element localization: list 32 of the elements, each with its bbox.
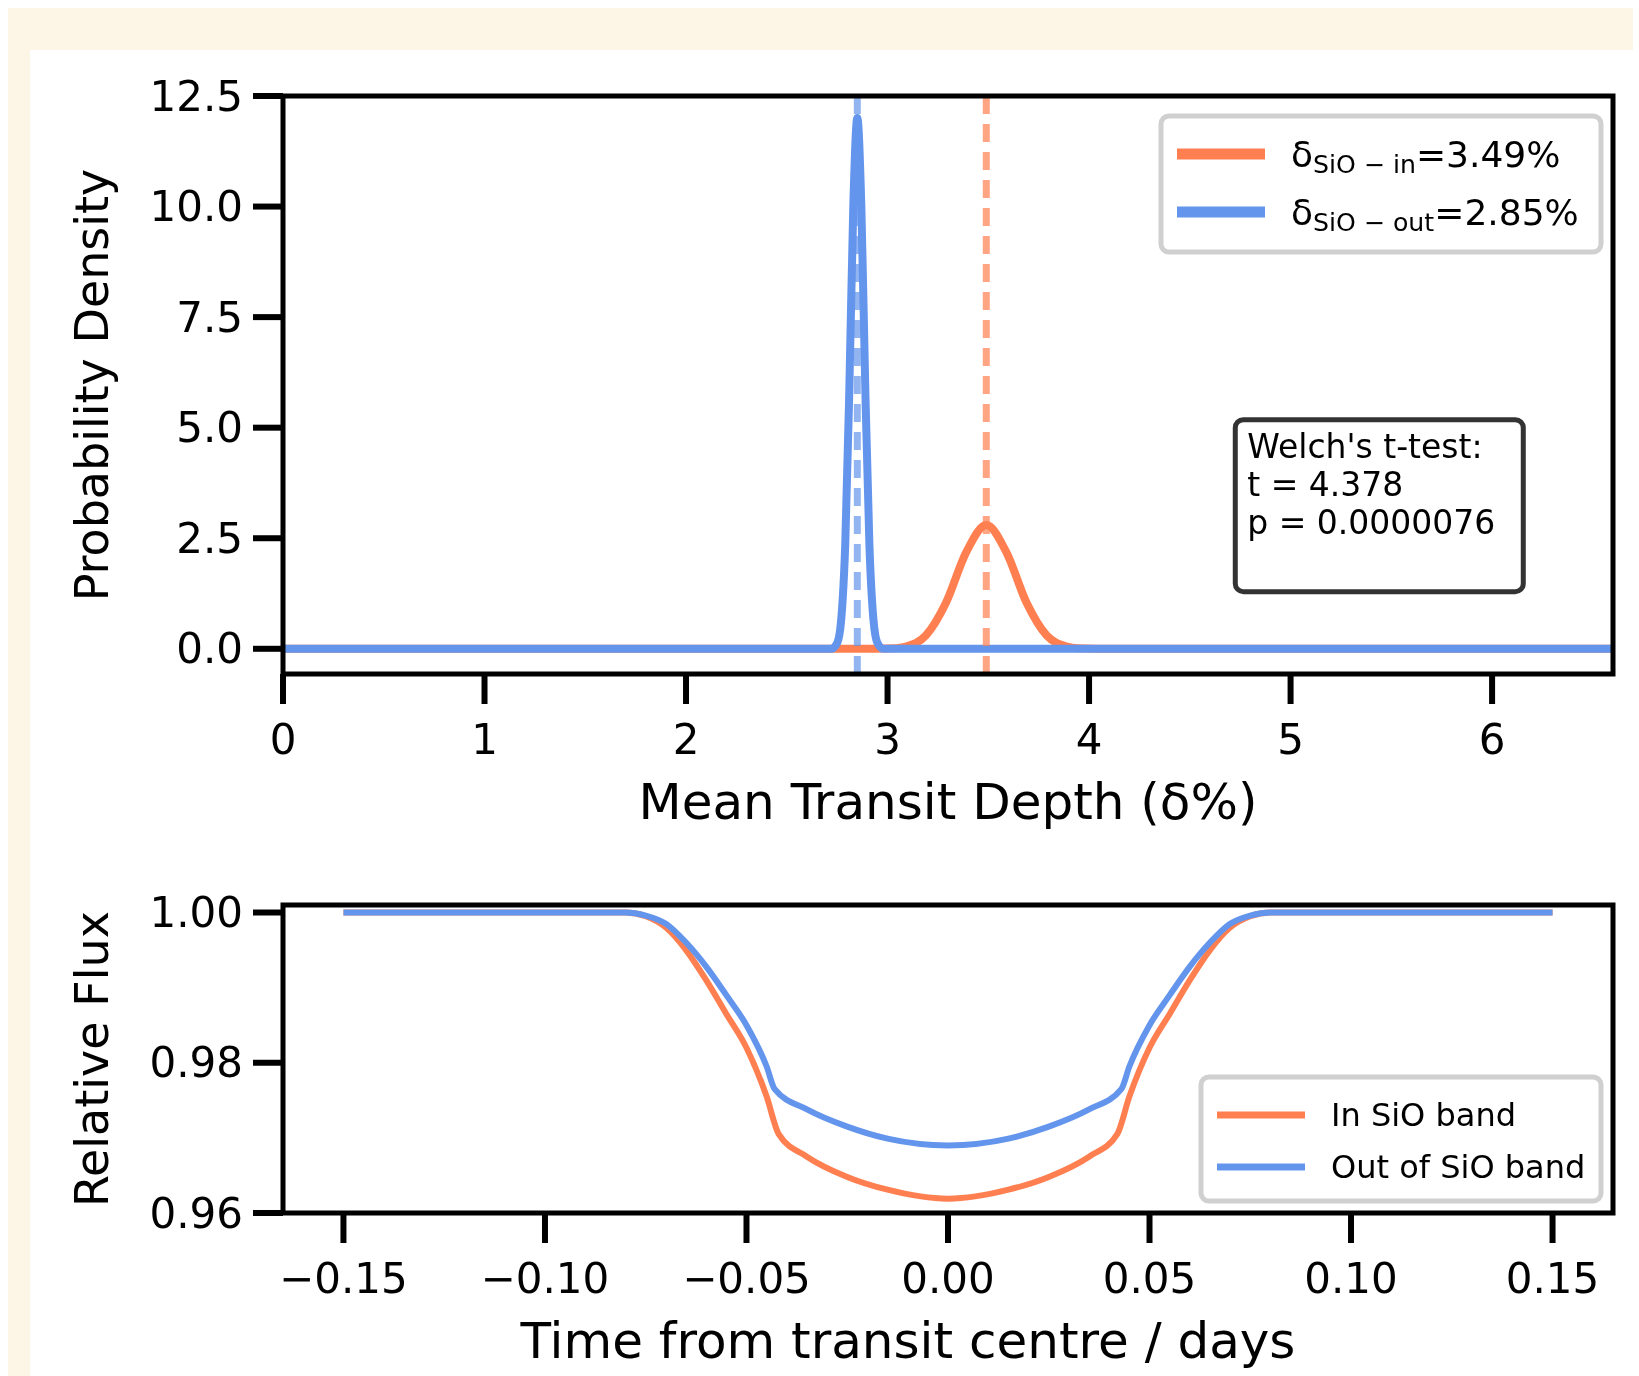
y-tick-label: 0.98 xyxy=(149,1038,243,1088)
y-tick-label: 1.00 xyxy=(149,888,243,938)
x-tick-label: −0.05 xyxy=(682,1254,811,1303)
x-tick-label: −0.10 xyxy=(480,1254,610,1303)
legend-label: In SiO band xyxy=(1331,1096,1516,1135)
y-tick-label: 0.0 xyxy=(176,624,243,674)
x-tick-label: 2 xyxy=(672,715,700,764)
y-tick-label: 12.5 xyxy=(149,71,243,121)
y-tick-label: 0.96 xyxy=(149,1188,243,1238)
y-tick-label: 2.5 xyxy=(176,513,243,563)
y-tick-label: 7.5 xyxy=(176,292,243,342)
y-axis-title: Relative Flux xyxy=(65,911,119,1207)
x-tick-label: 0.05 xyxy=(1102,1254,1197,1303)
y-tick-label: 10.0 xyxy=(149,182,243,232)
x-tick-label: 6 xyxy=(1478,715,1506,764)
legend-label: δ$_{SiO − in}$=3.49% xyxy=(1291,133,1561,179)
x-tick-label: 0 xyxy=(269,715,297,764)
legend-label: δ$_{SiO − out}$=2.85% xyxy=(1291,191,1579,237)
x-tick-label: −0.15 xyxy=(279,1254,408,1303)
x-axis-title: Time from transit centre / days xyxy=(519,1312,1296,1370)
x-axis-title: Mean Transit Depth (δ%) xyxy=(638,773,1258,831)
x-tick-label: 3 xyxy=(874,715,901,764)
x-tick-label: 0.10 xyxy=(1304,1254,1398,1303)
annotation: Welch's t-test: t = 4.378 p = 0.0000076 xyxy=(1247,426,1496,542)
x-tick-label: 0.15 xyxy=(1505,1254,1600,1303)
x-tick-label: 0.00 xyxy=(901,1254,995,1303)
x-tick-label: 4 xyxy=(1075,715,1103,764)
y-axis-title: Probability Density xyxy=(65,168,119,602)
legend-label: Out of SiO band xyxy=(1331,1148,1586,1187)
x-tick-label: 1 xyxy=(471,715,498,764)
x-tick-label: 5 xyxy=(1277,715,1304,764)
y-tick-label: 5.0 xyxy=(176,403,243,453)
